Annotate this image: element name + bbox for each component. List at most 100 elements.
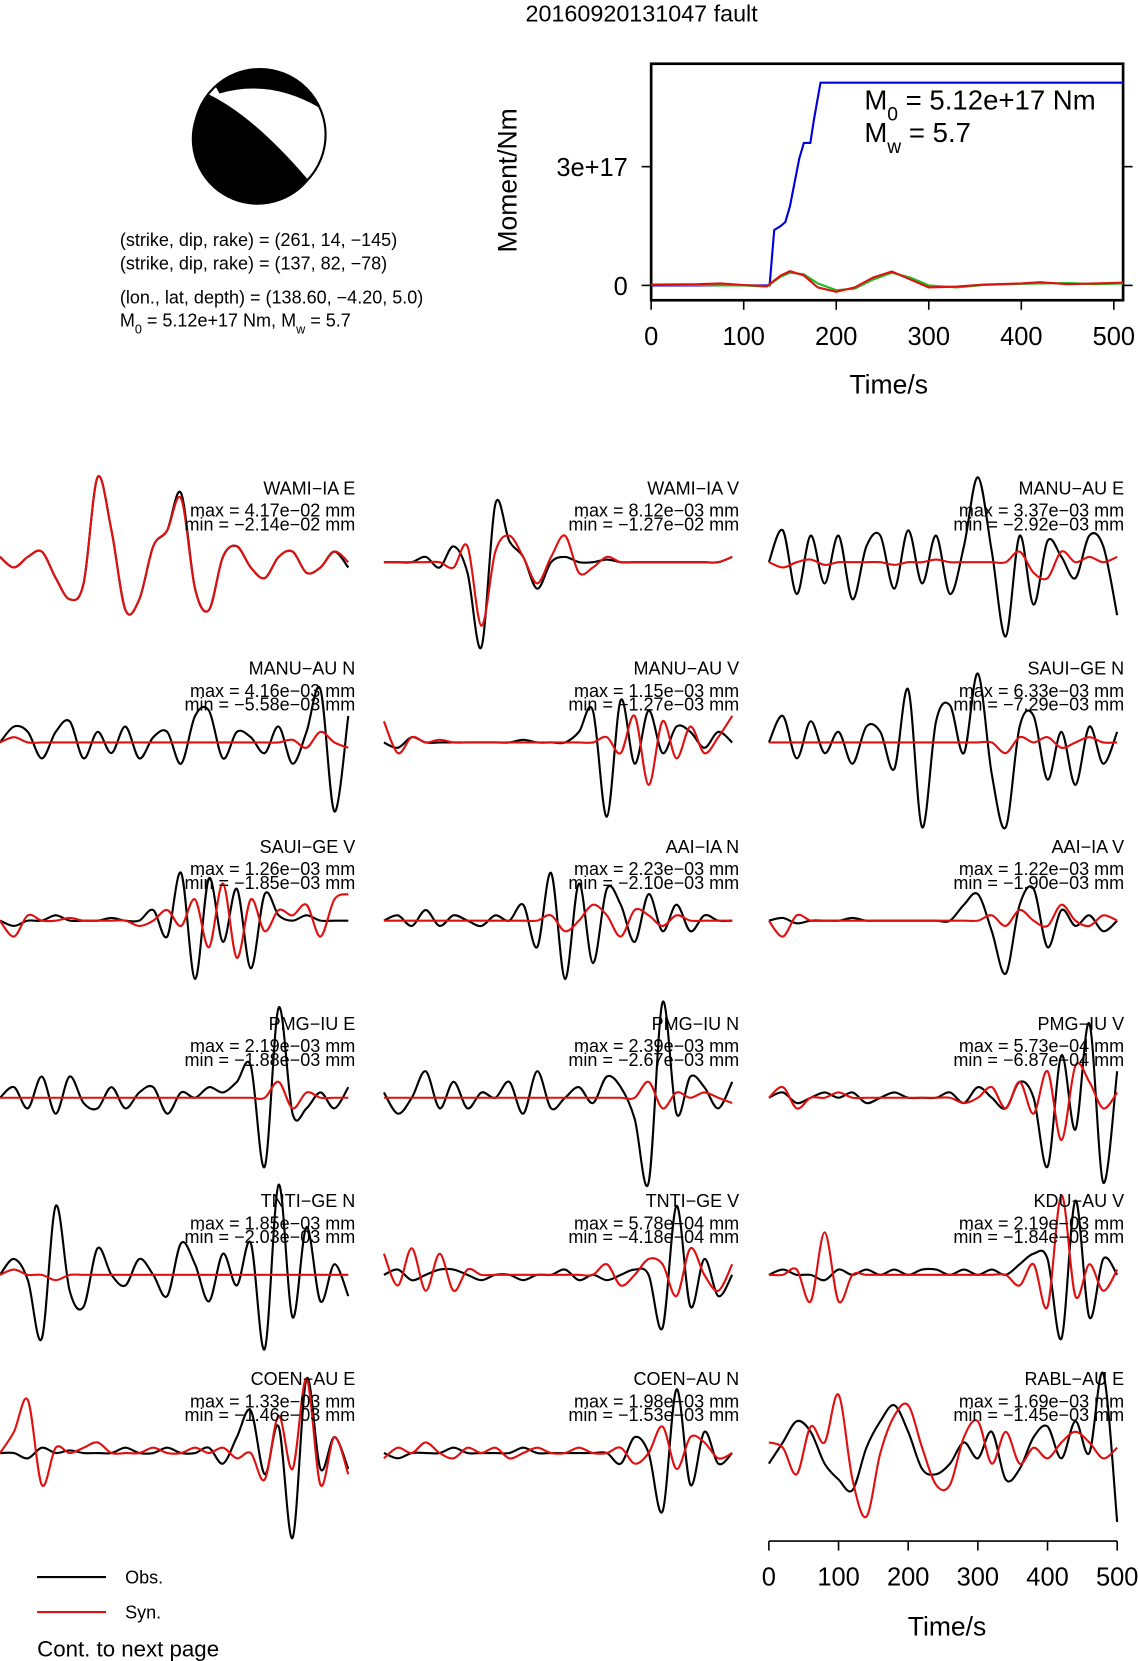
max-label: max = 4.17e−02 mm <box>190 501 355 521</box>
x-tick-label: 0 <box>644 323 658 351</box>
min-label: min = −1.85e−03 mm <box>185 873 356 893</box>
min-label: min = −2.03e−03 mm <box>185 1227 356 1247</box>
min-label: min = −1.53e−03 mm <box>568 1405 739 1425</box>
subscript: w <box>295 323 306 337</box>
text-part: = 5.12e+17 Nm <box>898 84 1096 115</box>
subscript: w <box>886 137 901 158</box>
station-label: MANU−AU E <box>1019 478 1125 498</box>
station-label: WAMI−IA V <box>647 478 739 498</box>
x-axis-label: Time/s <box>849 370 928 400</box>
x-tick-label: 0 <box>762 1564 776 1592</box>
max-label: max = 8.12e−03 mm <box>574 501 739 521</box>
observed-trace <box>0 1183 350 1351</box>
min-label: min = −7.29e−03 mm <box>953 695 1124 715</box>
synthetic-trace <box>768 1062 1119 1142</box>
max-label: max = 1.22e−03 mm <box>959 859 1124 879</box>
synthetic-trace <box>768 550 1118 581</box>
text-part: = 5.12e+17 Nm, M <box>142 311 296 331</box>
min-label: min = −2.92e−03 mm <box>953 514 1124 534</box>
min-label: min = −2.67e−03 mm <box>568 1050 739 1070</box>
synthetic-trace <box>768 1393 1118 1519</box>
moment-series <box>651 271 1124 292</box>
moment-series <box>651 270 1124 293</box>
observed-trace <box>0 1006 350 1169</box>
subscript: 0 <box>887 104 898 125</box>
max-label: max = 5.78e−04 mm <box>574 1213 739 1233</box>
synthetic-trace <box>383 1425 733 1470</box>
plot-frame <box>649 62 1125 302</box>
y-tick-label: 3e+17 <box>556 154 627 182</box>
min-label: min = −1.45e−03 mm <box>953 1405 1124 1425</box>
min-label: min = −1.46e−03 mm <box>185 1405 356 1425</box>
synthetic-trace <box>0 475 350 616</box>
text-part: M <box>864 117 887 148</box>
text-part: = 5.7 <box>305 311 351 331</box>
annotation: Mw = 5.7 <box>864 117 971 158</box>
station-label: MANU−AU N <box>249 659 356 679</box>
moment-series <box>651 81 1124 287</box>
synthetic-trace <box>768 903 1118 938</box>
station-label: PMG−IU V <box>1038 1014 1125 1034</box>
synthetic-trace <box>0 730 349 749</box>
station-label: SAUI−GE N <box>1028 659 1125 679</box>
beachball <box>191 67 327 205</box>
x-tick-label: 100 <box>722 323 764 351</box>
x-tick-label: 500 <box>1096 1564 1138 1592</box>
synthetic-trace <box>382 714 734 786</box>
observed-trace <box>767 476 1119 638</box>
min-label: min = −2.10e−03 mm <box>568 873 739 893</box>
observed-trace <box>383 871 733 981</box>
synthetic-trace <box>0 1268 349 1282</box>
mechanism-text: (strike, dip, rake) = (261, 14, −145) (st… <box>120 230 423 337</box>
min-label: min = −1.88e−03 mm <box>185 1050 356 1070</box>
synthetic-trace <box>768 1194 1119 1310</box>
x-tick-label: 400 <box>1000 323 1042 351</box>
max-label: max = 1.69e−03 mm <box>959 1391 1124 1411</box>
synthetic-trace <box>383 903 733 938</box>
x-tick-label: 200 <box>887 1564 929 1592</box>
min-label: min = −1.90e−03 mm <box>953 873 1124 893</box>
x-tick-label: 100 <box>817 1564 859 1592</box>
station-label: AAI−IA V <box>1052 837 1125 857</box>
station-label: SAUI−GE V <box>260 837 356 857</box>
moment-line: M0 = 5.12e+17 Nm, Mw = 5.7 <box>120 311 351 337</box>
observed-trace <box>383 1204 734 1331</box>
max-label: max = 5.73e−04 mm <box>959 1036 1124 1056</box>
beachball-compression-main <box>191 94 309 205</box>
max-label: max = 1.85e−03 mm <box>190 1213 355 1233</box>
max-label: max = 1.33e−03 mm <box>190 1391 355 1411</box>
x-tick-label: 400 <box>1026 1564 1068 1592</box>
observed-trace <box>767 1371 1119 1523</box>
subscript: 0 <box>135 323 142 337</box>
synthetic-trace <box>0 1377 350 1487</box>
text-part: M <box>120 311 135 331</box>
max-label: max = 6.33e−03 mm <box>959 681 1124 701</box>
x-tick-label: 500 <box>1093 323 1135 351</box>
station-label: TNTI−GE V <box>646 1191 740 1211</box>
max-label: max = 2.19e−03 mm <box>190 1036 355 1056</box>
max-label: max = 1.15e−03 mm <box>574 681 739 701</box>
synthetic-trace <box>768 735 1118 755</box>
max-label: max = 2.39e−03 mm <box>574 1036 739 1056</box>
y-tick-label: 0 <box>614 273 628 301</box>
min-label: min = −2.14e−02 mm <box>185 514 356 534</box>
synthetic-trace <box>383 1080 733 1110</box>
station-label: TNTI−GE N <box>261 1191 356 1211</box>
synthetic-trace <box>382 1247 734 1298</box>
figure-title: 20160920131047 fault <box>526 0 759 26</box>
station-label: COEN−AU N <box>634 1369 740 1389</box>
synthetic-trace <box>0 1080 349 1110</box>
